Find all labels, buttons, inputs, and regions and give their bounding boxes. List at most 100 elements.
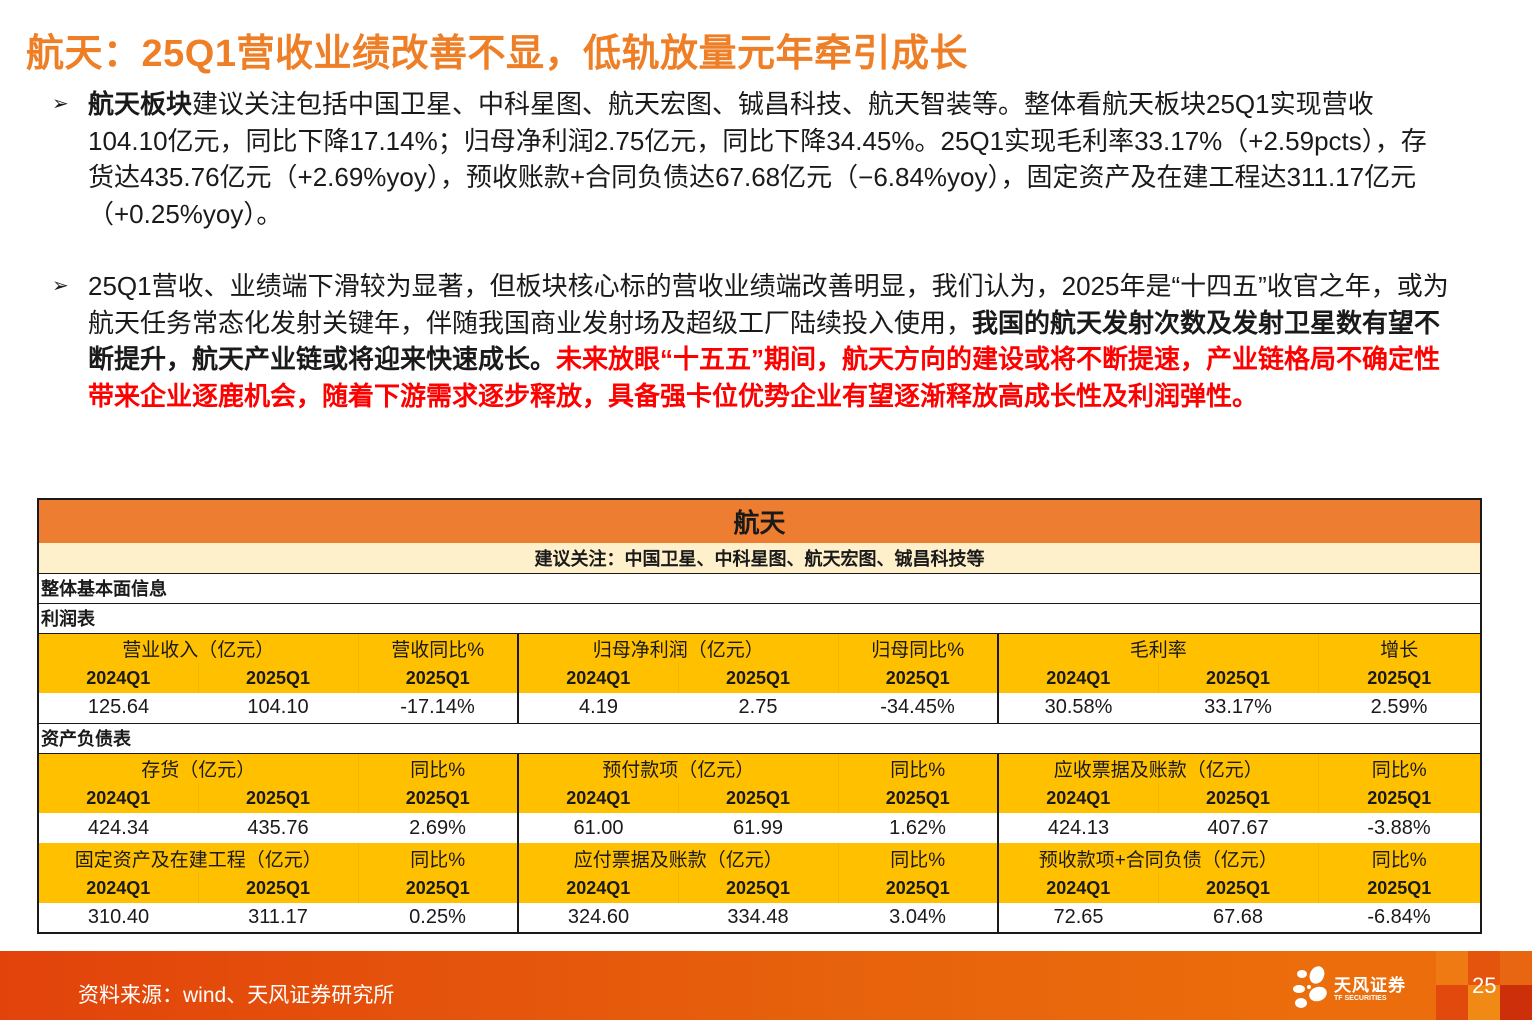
table-row: 存货（亿元） 同比% 预付款项（亿元） 同比% 应收票据及账款（亿元） 同比% (37, 753, 1483, 783)
period-header: 2025Q1 (1158, 663, 1319, 693)
table-row: 424.34 435.76 2.69% 61.00 61.99 1.62% 42… (37, 813, 1483, 843)
col-header-revenue-yoy: 营收同比% (358, 633, 519, 663)
col-header-revenue: 营业收入（亿元） (37, 633, 359, 663)
bullet-bold-text: 我国的航天发射次数及发射卫星数有望不断提升，航天产业链或将迎来快速成长。 (88, 307, 1441, 375)
value-cell: 310.40 (37, 903, 198, 934)
value-cell: 125.64 (37, 693, 198, 724)
period-header: 2024Q1 (998, 783, 1159, 813)
period-header: 2025Q1 (198, 783, 359, 813)
bullet-highlight-text: 未来放眼“十五五”期间，航天方向的建设或将不断提速，产业链格局不确定性带来企业逐… (88, 344, 1441, 411)
period-header: 2025Q1 (358, 873, 519, 903)
period-header: 2025Q1 (1318, 663, 1483, 693)
bullet-list: ➢ 航天板块建议关注包括中国卫星、中科星图、航天宏图、铖昌科技、航天智装等。整体… (52, 86, 1452, 414)
value-cell: 1.62% (838, 813, 999, 843)
period-header: 2024Q1 (37, 873, 199, 903)
value-cell: 2.69% (358, 813, 519, 843)
col-header-advance-receipts: 预收款项+合同负债（亿元） (998, 843, 1319, 873)
value-cell: 311.17 (198, 903, 358, 934)
value-cell: 435.76 (198, 813, 358, 843)
table-row: 固定资产及在建工程（亿元） 同比% 应付票据及账款（亿元） 同比% 预收款项+合… (37, 843, 1483, 873)
col-header-inventory: 存货（亿元） (37, 753, 359, 783)
value-cell: -34.45% (838, 693, 999, 724)
period-header: 2025Q1 (1158, 873, 1319, 903)
value-cell: 72.65 (998, 903, 1158, 934)
section-overview: 整体基本面信息 (36, 573, 1483, 604)
period-header: 2025Q1 (358, 663, 519, 693)
value-cell: -3.88% (1318, 813, 1483, 843)
bullet-item-outlook: ➢ 25Q1营收、业绩端下滑较为显著，但板块核心标的营收业绩端改善明显，我们认为… (52, 268, 1452, 414)
value-cell: 334.48 (678, 903, 838, 934)
source-note: 资料来源：wind、天风证券研究所 (78, 984, 395, 1007)
table-row: 310.40 311.17 0.25% 324.60 334.48 3.04% … (37, 903, 1483, 934)
table-row: 2024Q1 2025Q1 2025Q1 2024Q1 2025Q1 2025Q… (37, 663, 1483, 693)
col-header-payables-yoy: 同比% (838, 843, 999, 873)
table-subtitle: 建议关注：中国卫星、中科星图、航天宏图、铖昌科技等 (36, 543, 1483, 574)
col-header-net-profit-yoy: 归母同比% (838, 633, 999, 663)
footer-bar: 资料来源：wind、天风证券研究所 天风证券 TF SECURITIES 25 (0, 951, 1532, 1020)
value-cell: 61.99 (678, 813, 838, 843)
value-cell: 3.04% (838, 903, 999, 934)
value-cell: 407.67 (1158, 813, 1318, 843)
value-cell: 67.68 (1158, 903, 1318, 934)
period-header: 2024Q1 (998, 873, 1159, 903)
table-row: 营业收入（亿元） 营收同比% 归母净利润（亿元） 归母同比% 毛利率 增长 (37, 633, 1483, 663)
bullet-bold-lead: 航天板块 (88, 89, 193, 119)
value-cell: 2.75 (678, 693, 838, 724)
value-cell: 4.19 (518, 693, 678, 724)
col-header-prepayments: 预付款项（亿元） (518, 753, 839, 783)
brand-logo: 天风证券 TF SECURITIES (1290, 965, 1410, 1013)
period-header: 2024Q1 (518, 663, 679, 693)
arrow-bullet-icon: ➢ (52, 275, 69, 297)
bullet-text: 25Q1营收、业绩端下滑较为显著，但板块核心标的营收业绩端改善明显，我们认为，2… (88, 271, 1449, 338)
col-header-inventory-yoy: 同比% (358, 753, 519, 783)
bullet-item-summary: ➢ 航天板块建议关注包括中国卫星、中科星图、航天宏图、铖昌科技、航天智装等。整体… (52, 86, 1452, 232)
col-header-receivables: 应收票据及账款（亿元） (998, 753, 1319, 783)
col-header-net-profit: 归母净利润（亿元） (518, 633, 839, 663)
value-cell: 0.25% (358, 903, 519, 934)
period-header: 2025Q1 (838, 663, 999, 693)
period-header: 2025Q1 (1158, 783, 1319, 813)
table-row: 2024Q1 2025Q1 2025Q1 2024Q1 2025Q1 2025Q… (37, 873, 1483, 903)
col-header-receivables-yoy: 同比% (1318, 753, 1483, 783)
flower-logo-icon (1293, 966, 1327, 1008)
period-header: 2024Q1 (37, 783, 199, 813)
value-cell: 33.17% (1158, 693, 1318, 724)
period-header: 2025Q1 (678, 783, 839, 813)
page-title: 航天：25Q1营收业绩改善不显，低轨放量元年牵引成长 (26, 33, 968, 75)
value-cell: -17.14% (358, 693, 519, 724)
col-header-payables: 应付票据及账款（亿元） (518, 843, 839, 873)
period-header: 2025Q1 (838, 783, 999, 813)
col-header-prepayments-yoy: 同比% (838, 753, 999, 783)
value-cell: 104.10 (198, 693, 358, 724)
logo-text-en: TF SECURITIES (1334, 995, 1387, 1002)
bullet-text: 建议关注包括中国卫星、中科星图、航天宏图、铖昌科技、航天智装等。整体看航天板块2… (88, 89, 1427, 229)
value-cell: 30.58% (998, 693, 1158, 724)
period-header: 2024Q1 (37, 663, 199, 693)
period-header: 2025Q1 (1318, 873, 1483, 903)
value-cell: 424.13 (998, 813, 1158, 843)
page-number: 25 (1472, 973, 1497, 998)
period-header: 2025Q1 (198, 873, 359, 903)
table-title: 航天 (36, 498, 1483, 543)
arrow-bullet-icon: ➢ (52, 93, 69, 115)
period-header: 2025Q1 (678, 663, 839, 693)
period-header: 2025Q1 (358, 783, 519, 813)
section-income-statement: 利润表 (36, 603, 1483, 634)
period-header: 2024Q1 (518, 783, 679, 813)
period-header: 2024Q1 (518, 873, 679, 903)
col-header-fixed-assets-yoy: 同比% (358, 843, 519, 873)
value-cell: 2.59% (1318, 693, 1483, 724)
period-header: 2025Q1 (838, 873, 999, 903)
logo-text-cn: 天风证券 (1334, 976, 1406, 995)
value-cell: 61.00 (518, 813, 678, 843)
period-header: 2025Q1 (678, 873, 839, 903)
col-header-gross-margin-growth: 增长 (1318, 633, 1483, 663)
col-header-fixed-assets: 固定资产及在建工程（亿元） (37, 843, 359, 873)
value-cell: -6.84% (1318, 903, 1483, 934)
section-balance-sheet: 资产负债表 (36, 723, 1483, 754)
table-row: 125.64 104.10 -17.14% 4.19 2.75 -34.45% … (37, 693, 1483, 724)
col-header-advance-receipts-yoy: 同比% (1318, 843, 1483, 873)
period-header: 2025Q1 (1318, 783, 1483, 813)
table-row: 2024Q1 2025Q1 2025Q1 2024Q1 2025Q1 2025Q… (37, 783, 1483, 813)
decorative-tiles (1436, 951, 1532, 1020)
